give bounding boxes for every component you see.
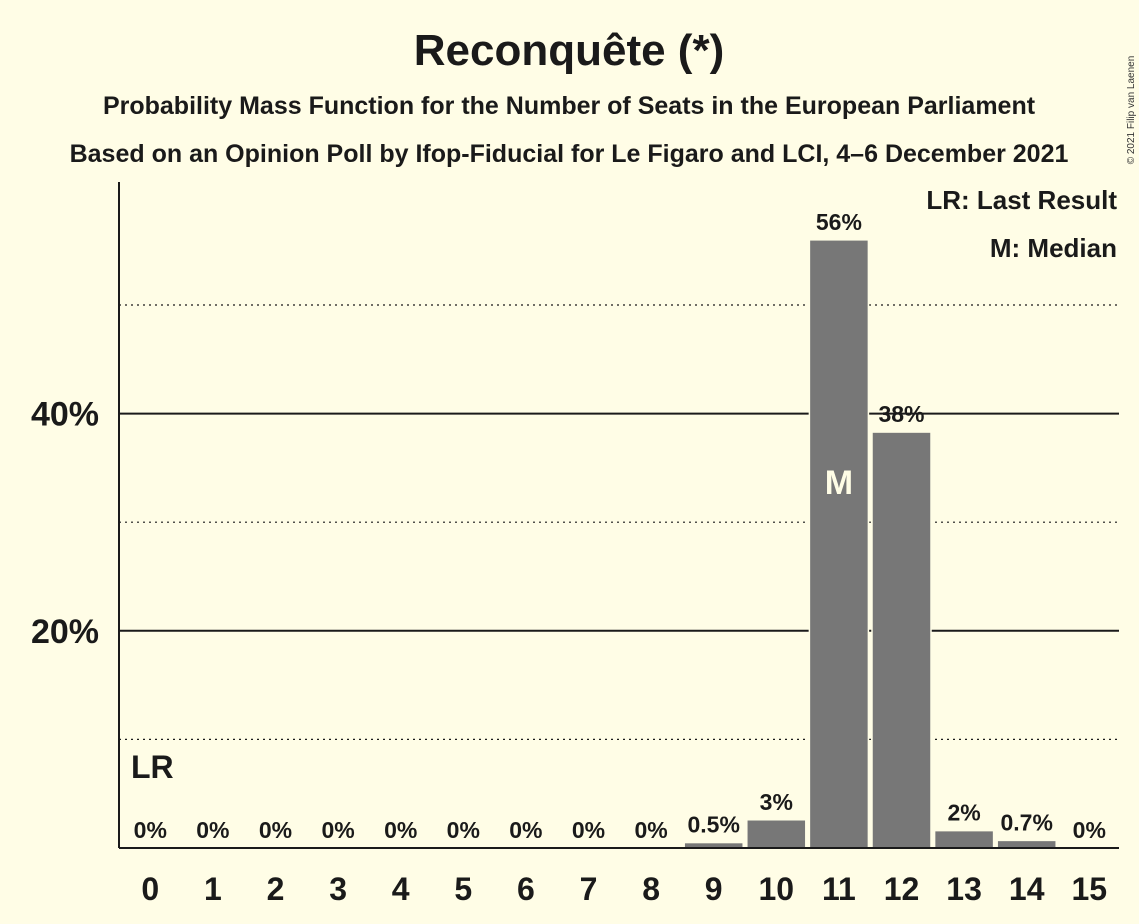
value-label-3: 0% [321,817,354,843]
x-tick-label-14: 14 [1009,871,1045,907]
value-label-2: 0% [259,817,292,843]
x-tick-label-9: 9 [705,871,723,907]
chart-subtitle-source: Based on an Opinion Poll by Ifop-Fiducia… [70,140,1069,168]
x-tick-label-15: 15 [1072,871,1108,907]
value-label-15: 0% [1073,817,1106,843]
x-tick-label-5: 5 [454,871,472,907]
legend-last-result: LR: Last Result [926,185,1117,215]
x-tick-label-6: 6 [517,871,535,907]
bar-14 [996,839,1057,849]
bar-11 [808,239,870,849]
legend-median: M: Median [990,233,1117,263]
value-label-9: 0.5% [687,812,739,838]
x-tick-label-2: 2 [267,871,285,907]
axes: 20%40%0 1 2 3 4 5 6 7 8 9 10 11 12 13 14 15 [31,182,1119,907]
value-label-10: 3% [760,789,793,815]
value-label-11: 56% [816,209,862,235]
chart-title: Reconquête (*) [414,26,724,75]
value-label-12: 38% [878,401,924,427]
value-label-5: 0% [447,817,480,843]
gridlines [119,304,1119,741]
x-tick-label-3: 3 [329,871,347,907]
x-tick-label-12: 12 [884,871,920,907]
median-marker: M [825,464,853,502]
value-label-0: 0% [134,817,167,843]
bar-12 [871,431,932,849]
bar-10 [746,819,807,849]
value-label-8: 0% [634,817,667,843]
x-tick-label-4: 4 [392,871,410,907]
x-tick-label-7: 7 [580,871,598,907]
x-tick-label-8: 8 [642,871,660,907]
x-tick-label-10: 10 [759,871,795,907]
value-label-4: 0% [384,817,417,843]
value-label-13: 2% [947,800,980,826]
x-tick-label-0: 0 [141,871,159,907]
bars [683,239,1057,849]
y-tick-label: 40% [31,396,99,434]
chart-subtitle-description: Probability Mass Function for the Number… [103,92,1036,120]
x-tick-label-11: 11 [822,871,856,907]
value-label-1: 0% [196,817,229,843]
value-label-14: 0.7% [1000,809,1052,835]
data-labels: 0% LR 0% 0% 0% 0% 0% 0% 0% 0% 0.5% 3% 56% M 38% 2% 0.7% 0… [131,209,1106,843]
value-label-7: 0% [572,817,605,843]
legend: LR: Last Result M: Median [926,185,1117,263]
x-tick-label-13: 13 [946,871,982,907]
value-label-6: 0% [509,817,542,843]
x-tick-label-1: 1 [204,871,222,907]
last-result-marker: LR [131,749,174,785]
y-tick-label: 20% [31,613,99,651]
bar-13 [933,829,995,849]
copyright-notice: © 2021 Filip van Laenen [1126,56,1137,165]
